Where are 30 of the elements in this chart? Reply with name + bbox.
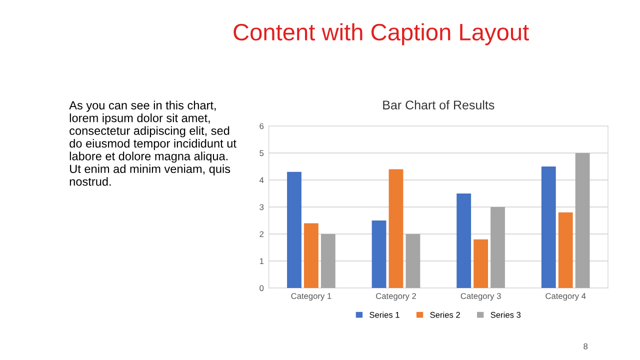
text: As you can see in this chart, lorem ipsum dolor sit amet, consectetur adipiscing elit, sed do eiusmod tempor incididunt ut labore et dolore magna aliqua. Ut enim ad minim veniam, quis nostrud.	[69, 100, 236, 186]
bar	[541, 166, 556, 288]
bar	[320, 234, 336, 288]
bar	[388, 169, 404, 288]
legend-label: Series 2	[430, 312, 460, 318]
bar	[575, 153, 590, 288]
x-tick-label: Category 3	[460, 293, 501, 301]
bar	[474, 239, 488, 288]
y-tick-label: 3	[260, 204, 264, 210]
y-tick-label: 6	[260, 123, 264, 130]
y-tick-label: 1	[260, 258, 264, 264]
y-tick-label: 2	[260, 231, 264, 238]
bar	[406, 234, 420, 288]
text: 8	[584, 343, 588, 350]
legend-label: Series 3	[490, 312, 521, 318]
bar	[558, 212, 573, 288]
bar	[304, 223, 318, 288]
y-tick-label: 0	[260, 285, 264, 292]
y-tick-label: 4	[259, 177, 264, 184]
bar	[372, 220, 386, 288]
bar	[287, 172, 302, 288]
x-tick-label: Category 1	[291, 293, 332, 301]
bar	[490, 207, 505, 288]
x-tick-label: Category 4	[546, 293, 586, 301]
y-tick-label: 5	[260, 150, 264, 156]
chart-subtitle: Bar Chart of Results	[383, 100, 494, 110]
bar	[456, 194, 472, 288]
legend-label: Series 1	[370, 312, 400, 318]
chart-title: Content with Caption Layout	[234, 23, 529, 46]
x-tick-label: Category 2	[376, 293, 416, 301]
